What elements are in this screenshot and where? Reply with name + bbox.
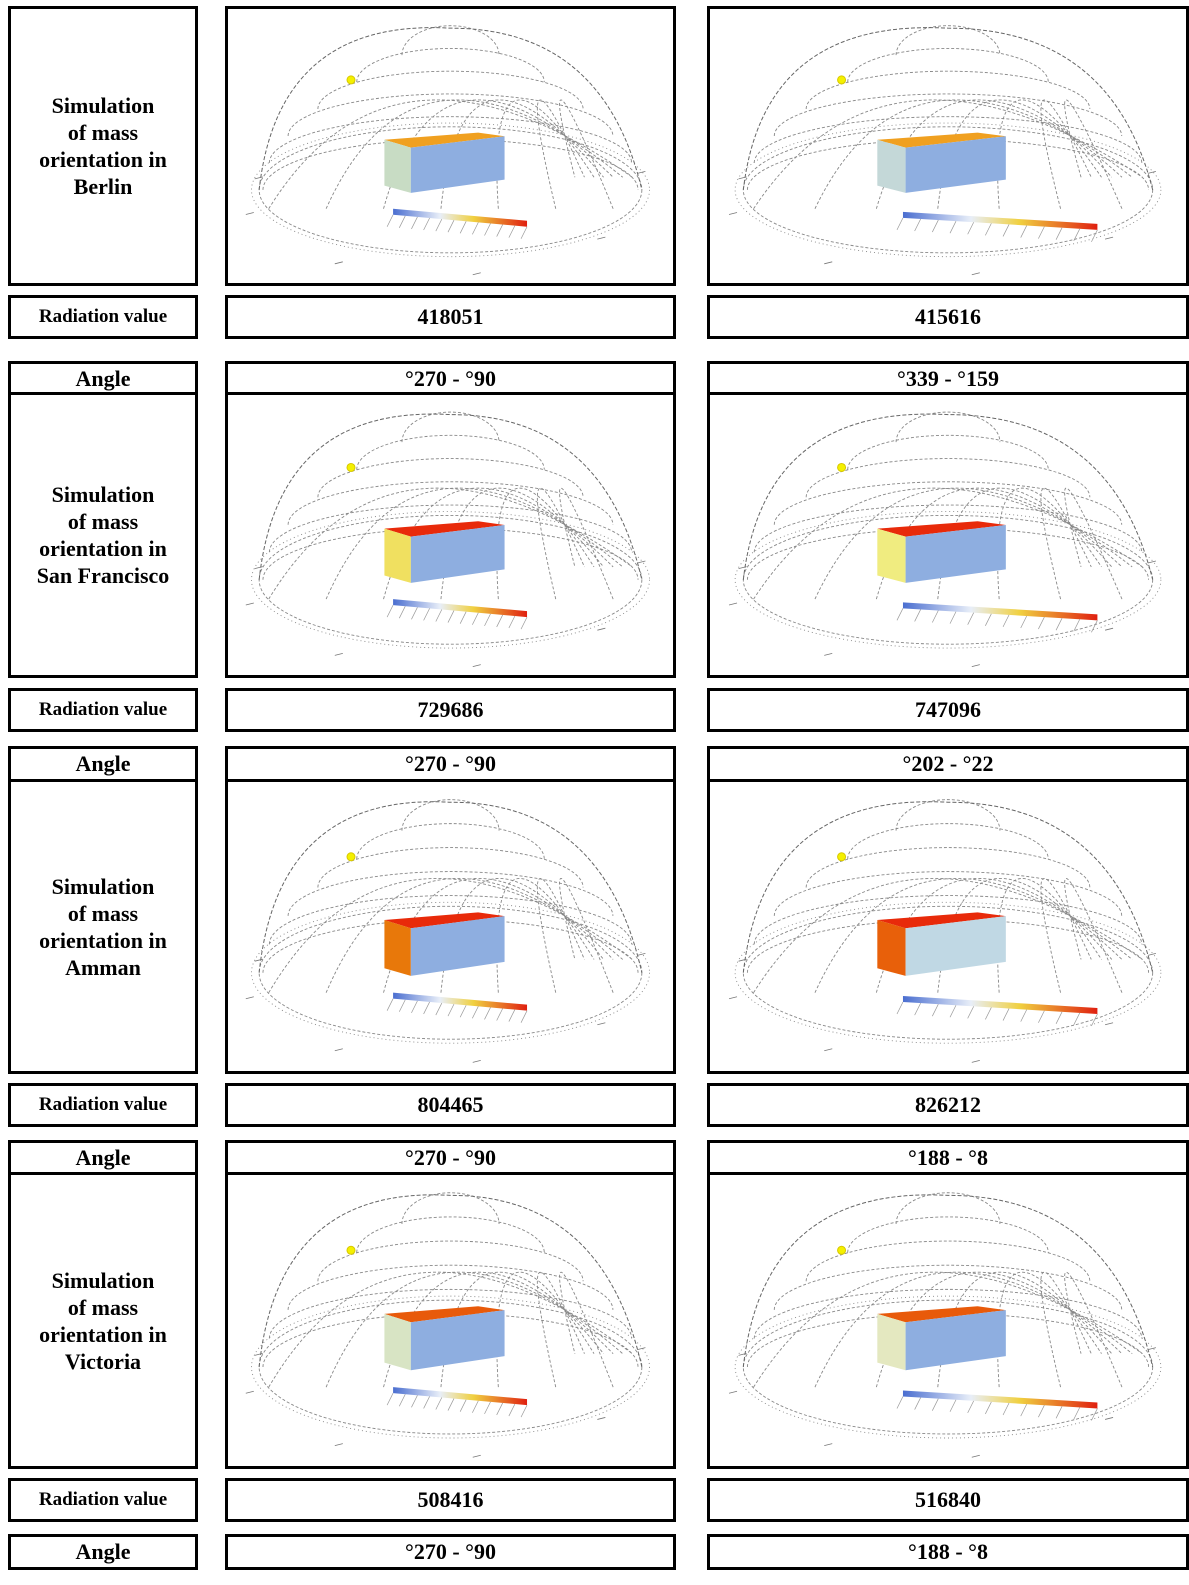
sun-path-diagram: [707, 1172, 1189, 1469]
angle-label-text: Angle: [75, 751, 131, 776]
sun-path-diagram: [225, 1172, 676, 1469]
radiation-value-text: 826212: [915, 1092, 981, 1117]
radiation-value: 516840: [707, 1478, 1189, 1522]
angle-value-text: °202 - °22: [902, 751, 994, 776]
angle-value-text: °188 - °8: [908, 1539, 988, 1564]
sun-path-diagram: [225, 779, 676, 1074]
radiation-value: 826212: [707, 1083, 1189, 1127]
radiation-value: 729686: [225, 688, 676, 732]
sun-path-diagram: [707, 6, 1189, 286]
radiation-value-text: 516840: [915, 1487, 981, 1512]
sun-path-diagram: [225, 6, 676, 286]
city-title-text: Simulation of mass orientation in Berlin: [39, 93, 167, 199]
angle-label: Angle: [8, 1534, 198, 1570]
radiation-value-text: 804465: [417, 1092, 484, 1117]
radiation-label-text: Radiation value: [38, 699, 168, 720]
angle-value: °270 - °90: [225, 746, 676, 782]
angle-label: Angle: [8, 1140, 198, 1176]
radiation-value: 418051: [225, 295, 676, 339]
radiation-value-text: 415616: [915, 304, 981, 329]
radiation-label: Radiation value: [8, 688, 198, 732]
angle-value: °270 - °90: [225, 1534, 676, 1570]
angle-value: °188 - °8: [707, 1534, 1189, 1570]
radiation-label: Radiation value: [8, 295, 198, 339]
radiation-label-text: Radiation value: [38, 1094, 168, 1115]
city-title-text: Simulation of mass orientation in Amman: [39, 873, 167, 980]
city-title: Simulation of mass orientation in San Fr…: [8, 392, 198, 678]
radiation-value-text: 508416: [417, 1487, 484, 1512]
angle-value-text: °270 - °90: [405, 1145, 496, 1170]
angle-value-text: °270 - °90: [405, 1539, 496, 1564]
city-title: Simulation of mass orientation in Berlin: [8, 6, 198, 286]
radiation-label-text: Radiation value: [38, 1489, 168, 1510]
radiation-value-text: 729686: [417, 697, 484, 722]
angle-label-text: Angle: [75, 366, 131, 391]
angle-value-text: °339 - °159: [897, 366, 999, 391]
city-title: Simulation of mass orientation in Victor…: [8, 1172, 198, 1469]
sun-path-diagram: [225, 392, 676, 678]
angle-label-text: Angle: [75, 1539, 131, 1564]
city-title: Simulation of mass orientation in Amman: [8, 779, 198, 1074]
radiation-value: 747096: [707, 688, 1189, 732]
sun-path-diagram: [707, 779, 1189, 1074]
angle-value-text: °270 - °90: [405, 366, 496, 391]
angle-value-text: °270 - °90: [405, 751, 496, 776]
radiation-value-text: 747096: [915, 697, 981, 722]
radiation-value: 804465: [225, 1083, 676, 1127]
sun-path-diagram: [707, 392, 1189, 678]
city-title-text: Simulation of mass orientation in Victor…: [39, 1267, 167, 1374]
radiation-value-text: 418051: [417, 304, 484, 329]
radiation-label: Radiation value: [8, 1478, 198, 1522]
city-title-text: Simulation of mass orientation in San Fr…: [36, 482, 170, 588]
angle-label-text: Angle: [75, 1145, 131, 1170]
radiation-label-text: Radiation value: [38, 306, 168, 327]
angle-value-text: °188 - °8: [908, 1145, 988, 1170]
radiation-label: Radiation value: [8, 1083, 198, 1127]
radiation-value: 508416: [225, 1478, 676, 1522]
angle-value: °202 - °22: [707, 746, 1189, 782]
radiation-value: 415616: [707, 295, 1189, 339]
angle-value: °270 - °90: [225, 1140, 676, 1176]
angle-value: °188 - °8: [707, 1140, 1189, 1176]
angle-label: Angle: [8, 746, 198, 782]
